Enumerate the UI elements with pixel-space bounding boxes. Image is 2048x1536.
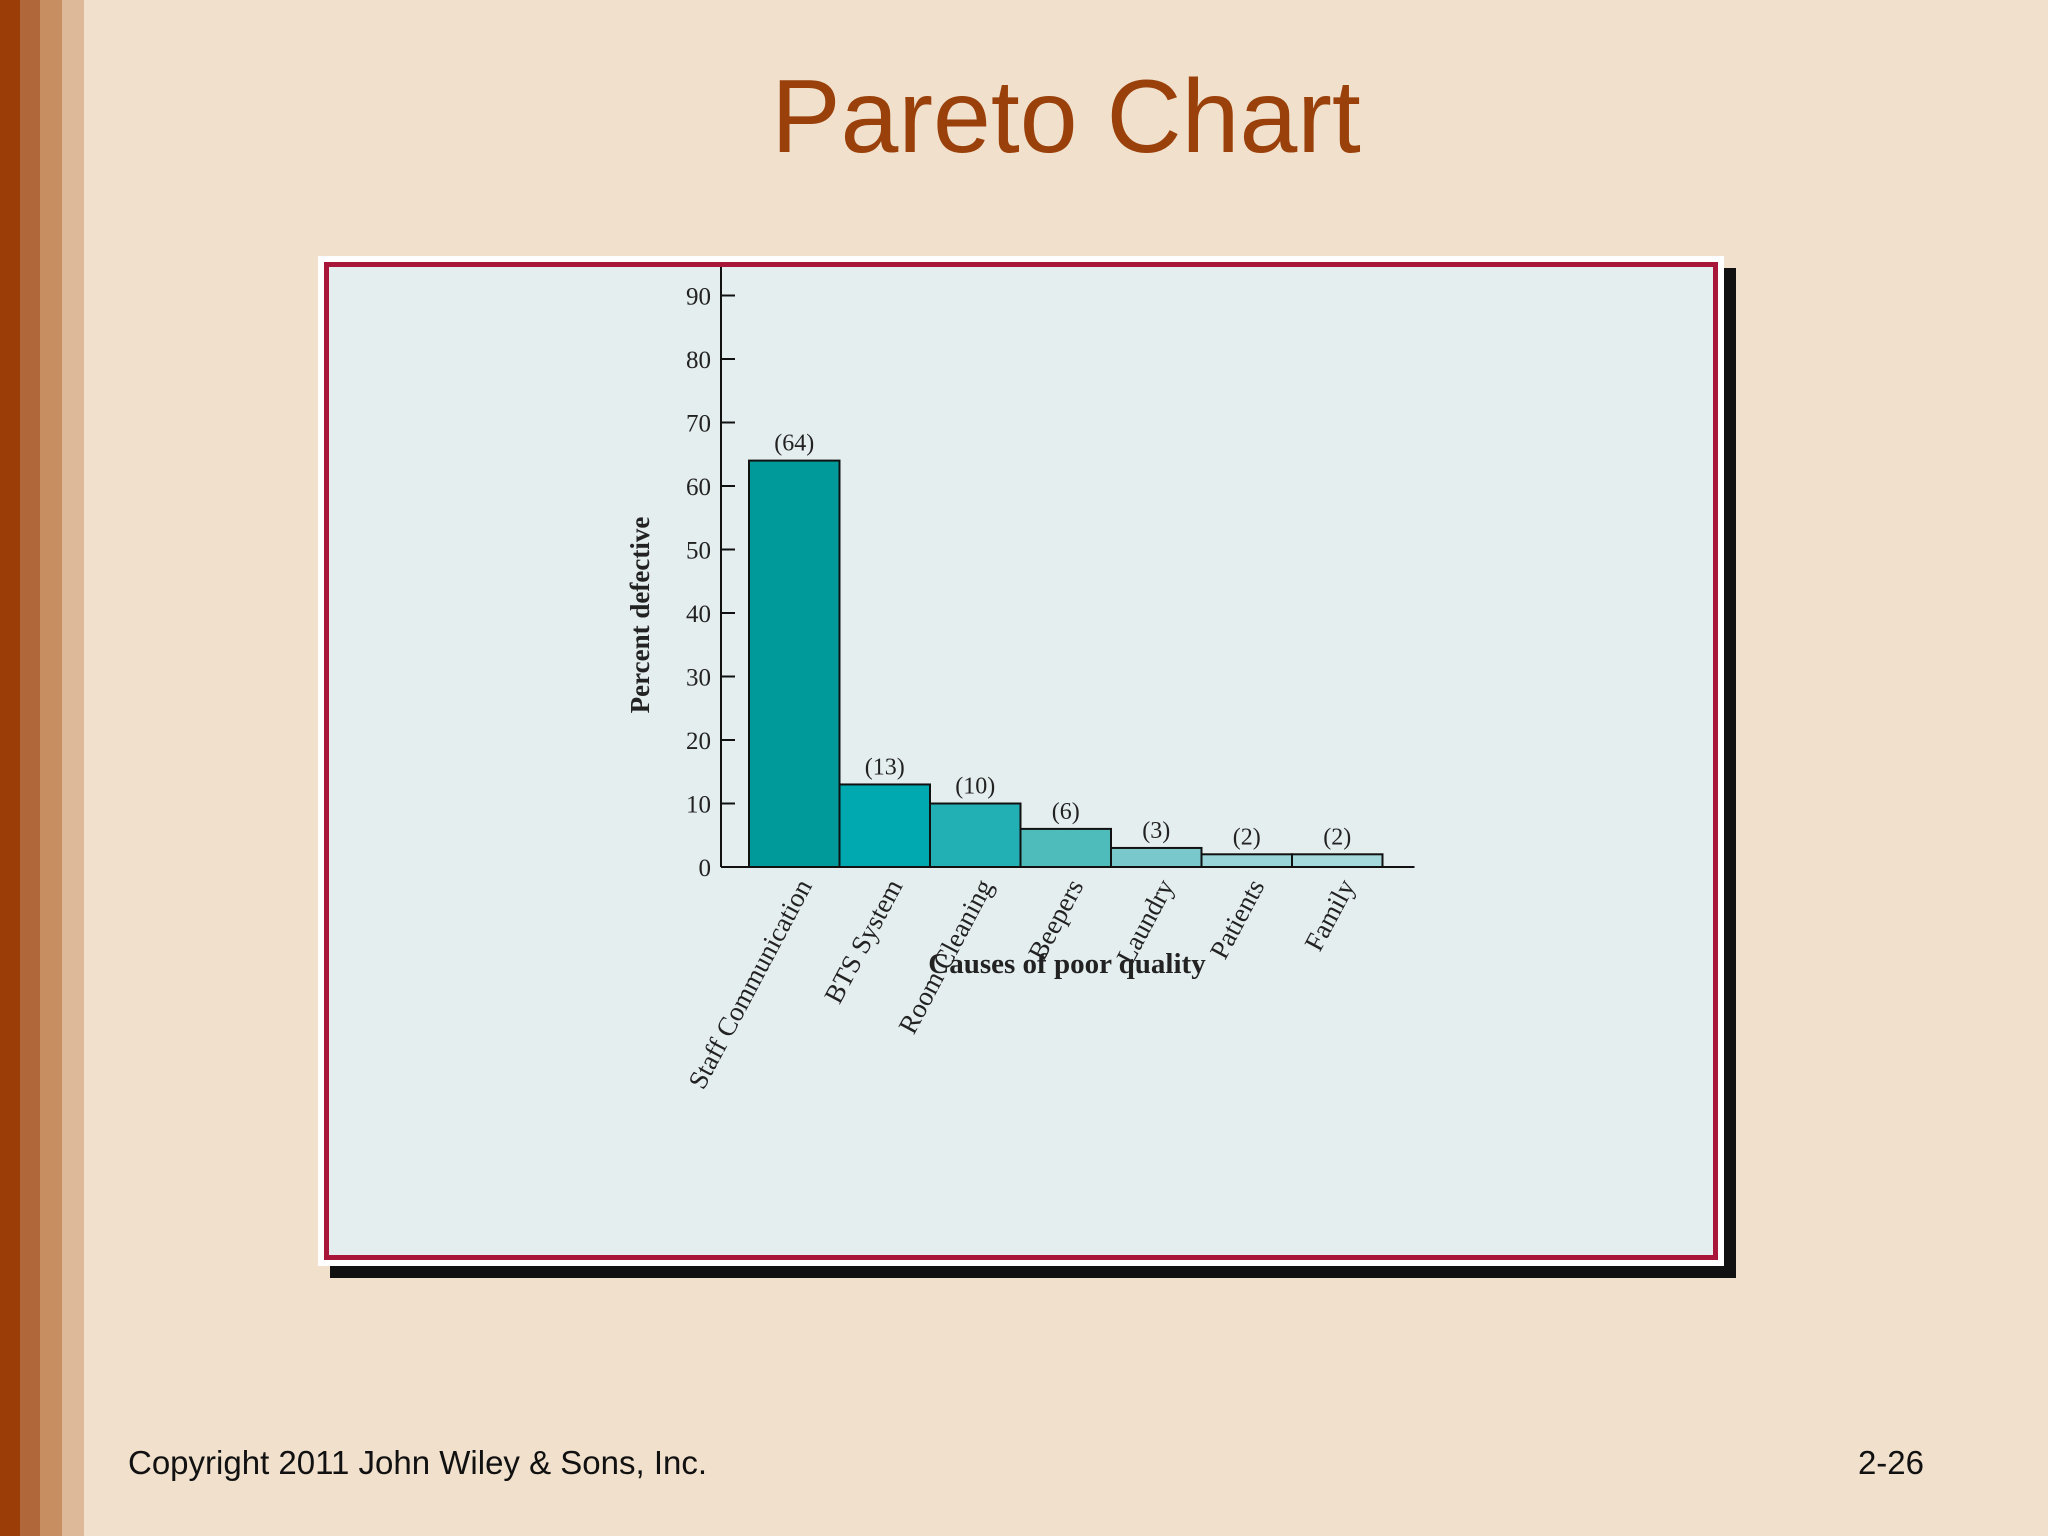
bar [748,459,841,868]
bar-data-label: (3) [1142,818,1170,844]
bar [1291,853,1384,868]
bar [929,802,1022,868]
y-axis: 0102030405060708090100% [653,220,735,882]
y-tick-label: 80 [686,347,711,374]
bar-data-label: (2) [1323,824,1351,850]
bar-data-label: (2) [1233,824,1261,850]
y-tick-label: 30 [686,665,711,692]
y-tick-label: 20 [686,728,711,755]
y-tick-label: 40 [686,601,711,628]
y-axis-label: Percent defective [625,517,655,714]
pareto-chart: 0102030405060708090100% (64)(13)(10)(6)(… [625,220,1415,1094]
slide-title: Pareto Chart [771,59,1361,175]
bar-data-label: (13) [865,754,905,780]
x-tick-label: BTS System [818,874,908,1008]
y-tick-label: 50 [686,538,711,565]
bar [838,783,931,869]
y-tick-label: 10 [686,792,711,819]
y-tick-label: 0 [699,855,712,882]
bar [1200,853,1293,868]
chart-panel: 0102030405060708090100% (64)(13)(10)(6)(… [324,220,1718,1260]
bars: (64) (13) (10) (6) (3) (2) (2) [748,431,1384,869]
page-number: 2-26 [1857,1444,1924,1481]
side-stripe-dark [0,0,20,1536]
chart-frame: 0102030405060708090100% (64)(13)(10)(6)(… [318,220,1724,1266]
x-axis-label: Causes of poor quality [928,948,1206,980]
side-stripe-light [40,0,62,1536]
side-stripe-medium [20,0,40,1536]
y-tick-label: 90 [686,284,711,311]
side-stripe-pale [62,0,84,1536]
y-tick-label: 60 [686,474,711,501]
bar-data-label: (10) [955,774,995,800]
bar-data-label: (6) [1052,799,1080,825]
copyright-text: Copyright 2011 John Wiley & Sons, Inc. [128,1444,708,1481]
bar [1110,846,1203,869]
x-tick-label: Patients [1204,874,1271,964]
x-tick-label: Staff Communication [682,874,818,1094]
bar [1019,827,1112,869]
x-tick-label: Family [1298,874,1361,956]
y-tick-label: 70 [686,411,711,438]
bar-data-label: (64) [774,431,814,457]
